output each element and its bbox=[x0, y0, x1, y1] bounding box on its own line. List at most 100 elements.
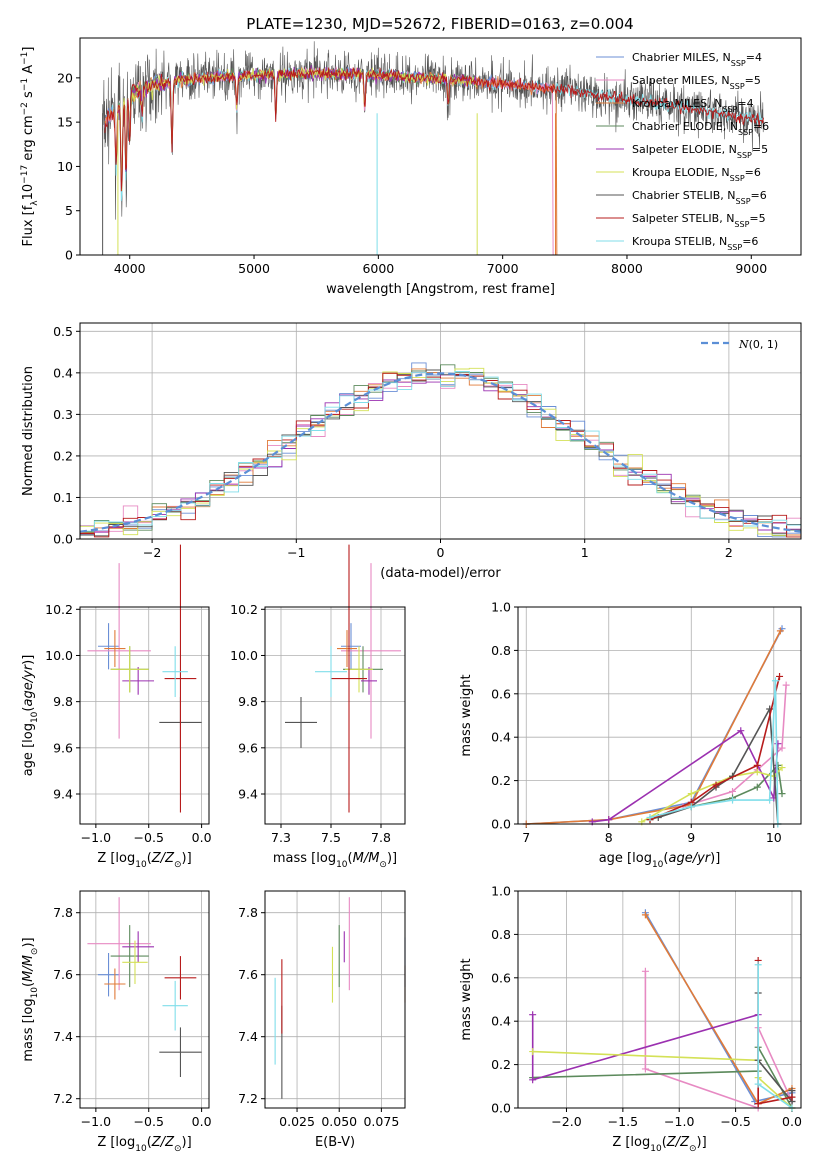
x-tick-label: 2 bbox=[725, 545, 733, 560]
x-axis-label: (data-model)/error bbox=[380, 566, 501, 581]
weight-point-marker bbox=[771, 677, 779, 685]
x-axis-label: Z [log10(Z/Z⊙)] bbox=[612, 1135, 706, 1154]
weight-point-marker bbox=[754, 961, 762, 969]
y-axis-label: mass weight bbox=[459, 674, 474, 756]
x-tick-label: 0.025 bbox=[279, 1114, 315, 1129]
x-tick-label: 1 bbox=[581, 545, 589, 560]
weight-series-line bbox=[526, 630, 782, 825]
y-tick-label: 0.6 bbox=[491, 686, 511, 701]
weight-point-marker bbox=[776, 627, 784, 635]
y-tick-label: 0.2 bbox=[491, 773, 511, 788]
y-axis-label: mass weight bbox=[459, 958, 474, 1040]
spectrum-series-line bbox=[104, 67, 764, 202]
histogram-step-line bbox=[79, 372, 801, 539]
x-tick-label: −1.0 bbox=[664, 1114, 694, 1129]
weight-point-marker bbox=[766, 796, 774, 804]
y-tick-label: 1.0 bbox=[491, 884, 511, 899]
x-tick-label: 5000 bbox=[238, 261, 270, 276]
age-vs-metallicity-panel: −1.0 −0.5 0.0 9.4 9.6 9.8 10.0 10.2 Z [log10(Z/Z… bbox=[21, 544, 212, 870]
y-tick-label: 0.4 bbox=[53, 365, 73, 380]
y-tick-label: 0.1 bbox=[53, 490, 73, 505]
plot-frame bbox=[79, 322, 802, 540]
y-axis-label: Normed distribution bbox=[21, 366, 36, 496]
y-axis-label: Flux [fλ10−17 erg cm−2 s−1 A−1] bbox=[20, 47, 40, 247]
x-tick-label: −0.5 bbox=[134, 1114, 164, 1129]
x-tick-label: 9000 bbox=[735, 261, 767, 276]
y-tick-label: 10.2 bbox=[230, 602, 258, 617]
y-tick-label: 7.6 bbox=[53, 967, 73, 982]
legend-label: Kroupa STELIB, NSSP=6 bbox=[632, 235, 758, 252]
x-tick-label: 0.0 bbox=[192, 1114, 212, 1129]
y-tick-label: 0 bbox=[65, 248, 73, 263]
spectrum-edge-drop bbox=[551, 91, 554, 256]
x-tick-label: 8 bbox=[605, 830, 613, 845]
y-tick-label: 20 bbox=[57, 70, 73, 85]
weight-point-marker bbox=[754, 1080, 762, 1088]
y-tick-label: 0.2 bbox=[53, 448, 73, 463]
plot-frame bbox=[79, 890, 210, 1109]
spectrum-edge-drop bbox=[555, 91, 558, 256]
y-tick-label: 0.8 bbox=[491, 643, 511, 658]
y-tick-label: 10.0 bbox=[230, 648, 258, 663]
x-tick-label: 0.0 bbox=[192, 830, 212, 845]
y-tick-label: 10.0 bbox=[45, 648, 73, 663]
plot-frame bbox=[264, 890, 406, 1109]
residuals-panel: −2 −1 0 1 2 0.0 0.1 0.2 0.3 0.4 0.5 (data-model)/er… bbox=[21, 322, 802, 581]
spectrum-panel: 4000 5000 6000 7000 8000 9000 0 5 10 15 20 waveleng… bbox=[20, 37, 802, 297]
weight-point-marker bbox=[782, 681, 790, 689]
x-tick-label: 0 bbox=[437, 545, 445, 560]
y-tick-label: 7.4 bbox=[238, 1029, 258, 1044]
weight-point-marker bbox=[641, 911, 649, 919]
x-tick-label: 0.0 bbox=[782, 1114, 802, 1129]
weight-point-marker bbox=[729, 787, 737, 795]
y-tick-label: 9.4 bbox=[238, 786, 258, 801]
x-axis-label: Z [log10(Z/Z⊙)] bbox=[97, 851, 191, 870]
weight-point-marker bbox=[529, 1048, 537, 1056]
y-tick-label: 5 bbox=[65, 203, 73, 218]
y-tick-label: 0.0 bbox=[53, 532, 73, 547]
y-tick-label: 9.8 bbox=[238, 694, 258, 709]
x-tick-label: 0.075 bbox=[363, 1114, 399, 1129]
y-tick-label: 0.3 bbox=[53, 407, 73, 422]
x-tick-label: −0.5 bbox=[720, 1114, 750, 1129]
y-tick-label: 0.5 bbox=[53, 324, 73, 339]
x-tick-label: 6000 bbox=[362, 261, 394, 276]
x-tick-label: 7 bbox=[522, 830, 530, 845]
age-vs-mass-panel: 7.3 7.5 7.8 9.4 9.6 9.8 10.0 10.2 mass [log10(M/… bbox=[230, 544, 406, 870]
y-tick-label: 0.4 bbox=[491, 730, 511, 745]
legend-label: Kroupa MILES, NSSP=4 bbox=[632, 97, 754, 114]
weight-vs-metallicity-panel: −2.0 −1.5 −1.0 −0.5 0.0 0.0 0.2 0.4 0.6 0.8 1.0 Z [… bbox=[459, 884, 802, 1155]
y-axis-label: age [log10(age/yr)] bbox=[21, 655, 40, 777]
y-tick-label: 7.6 bbox=[238, 967, 258, 982]
y-tick-label: 0.0 bbox=[491, 817, 511, 832]
y-tick-label: 10 bbox=[57, 159, 73, 174]
plot-frame bbox=[517, 890, 802, 1109]
weight-point-marker bbox=[529, 1076, 537, 1084]
x-tick-label: 7.3 bbox=[271, 830, 291, 845]
x-tick-label: 10 bbox=[766, 830, 782, 845]
legend-label: Chabrier STELIB, NSSP=6 bbox=[632, 189, 767, 206]
y-tick-label: 1.0 bbox=[491, 600, 511, 615]
x-tick-label: 0.050 bbox=[321, 1114, 357, 1129]
weight-point-marker bbox=[687, 790, 695, 798]
legend-label: Chabrier MILES, NSSP=4 bbox=[632, 51, 762, 68]
histogram-step-line bbox=[79, 371, 801, 539]
y-tick-label: 7.2 bbox=[238, 1091, 258, 1106]
weight-point-marker bbox=[788, 1087, 796, 1095]
x-tick-label: −1.0 bbox=[81, 1114, 111, 1129]
x-axis-label: wavelength [Angstrom, rest frame] bbox=[326, 282, 555, 297]
weight-point-marker bbox=[778, 764, 786, 772]
y-tick-label: 0.2 bbox=[491, 1057, 511, 1072]
weight-series-line bbox=[641, 767, 783, 823]
weight-series-line bbox=[757, 993, 793, 1104]
y-tick-label: 7.8 bbox=[238, 905, 258, 920]
weight-point-marker bbox=[754, 1100, 762, 1108]
y-tick-label: 9.6 bbox=[53, 740, 73, 755]
plot-frame bbox=[517, 606, 802, 825]
chart-title: PLATE=1230, MJD=52672, FIBERID=0163, z=0… bbox=[246, 15, 633, 33]
plot-frame bbox=[264, 606, 406, 825]
weight-point-marker bbox=[641, 967, 649, 975]
weight-point-marker bbox=[753, 768, 761, 776]
weight-point-marker bbox=[641, 1065, 649, 1073]
